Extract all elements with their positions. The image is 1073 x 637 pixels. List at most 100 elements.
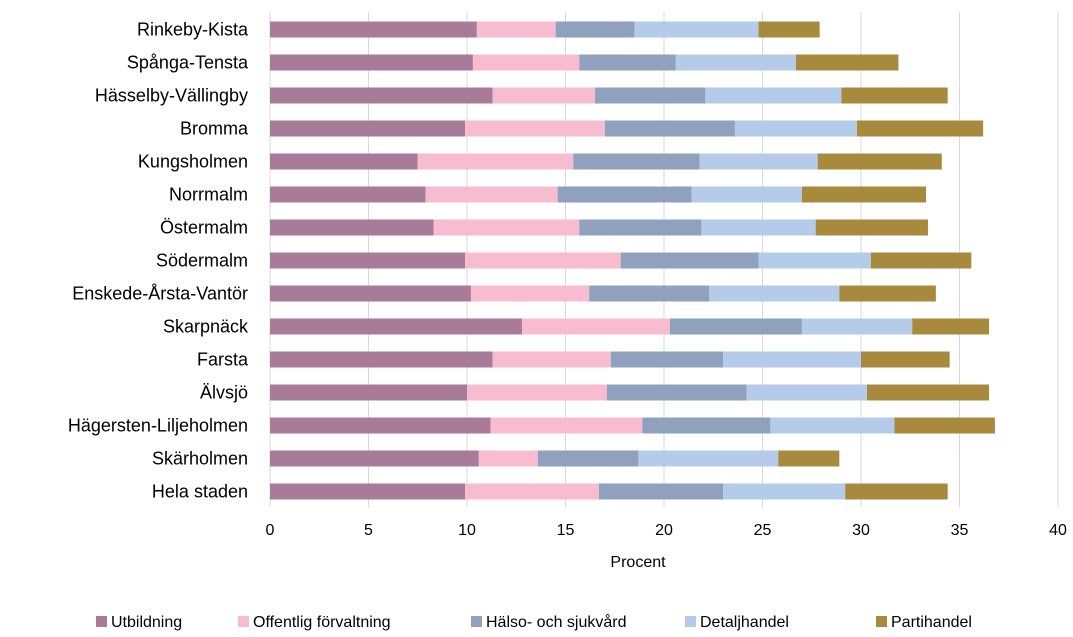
bar-segment-offentlig-förvaltning (425, 186, 558, 203)
bar-segment-offentlig-förvaltning (470, 285, 590, 302)
legend-label: Detaljhandel (700, 614, 789, 631)
bar-segment-detaljhandel (723, 351, 861, 368)
x-tick-label: 40 (1049, 522, 1067, 539)
bar-segment-partihandel (857, 120, 984, 137)
category-label: Norrmalm (169, 185, 248, 205)
bar-segment-utbildning (270, 384, 467, 401)
legend-label: Hälso- och sjukvård (486, 613, 627, 631)
category-label: Skarpnäck (163, 317, 249, 337)
x-tick-label: 0 (266, 522, 275, 539)
category-label: Kungsholmen (138, 152, 248, 172)
bar-segment-hälso-och-sjukvård (606, 384, 747, 401)
bar-segment-hälso-och-sjukvård (579, 219, 702, 236)
category-labels: Rinkeby-Kista Spånga-Tensta Hässelby-Välli… (68, 20, 249, 502)
bar-segment-offentlig-förvaltning (472, 54, 580, 71)
category-label: Älvsjö (200, 383, 248, 403)
x-tick-label: 10 (458, 522, 476, 539)
bar-segment-partihandel (861, 351, 950, 368)
bar-segment-hälso-och-sjukvård (598, 483, 724, 500)
bar-segment-offentlig-förvaltning (467, 384, 607, 401)
bar-segment-partihandel (839, 285, 936, 302)
bar-segment-offentlig-förvaltning (465, 483, 599, 500)
bar-segment-utbildning (270, 318, 523, 335)
x-tick-label: 35 (951, 522, 969, 539)
bar-segment-offentlig-förvaltning (476, 21, 556, 38)
bar-segment-offentlig-förvaltning (433, 219, 580, 236)
bar-segment-offentlig-förvaltning (417, 153, 574, 170)
legend-swatch (238, 616, 249, 627)
legend-swatch (685, 616, 696, 627)
bar-segment-offentlig-förvaltning (465, 120, 605, 137)
x-tick-label: 15 (557, 522, 575, 539)
bar-segment-partihandel (894, 417, 995, 434)
legend-swatch (876, 616, 887, 627)
bar-segment-detaljhandel (709, 285, 840, 302)
bar-segment-partihandel (801, 186, 927, 203)
category-label: Bromma (180, 119, 249, 139)
category-label: Farsta (197, 350, 249, 370)
bar-segment-partihandel (841, 87, 948, 104)
bar-segment-offentlig-förvaltning (465, 252, 621, 269)
x-tick-labels: 0 5 10 15 20 25 30 35 40 (266, 522, 1067, 539)
bar-segment-hälso-och-sjukvård (642, 417, 771, 434)
bar-segment-detaljhandel (746, 384, 867, 401)
bar-segment-hälso-och-sjukvård (557, 186, 692, 203)
legend-swatch (471, 616, 482, 627)
category-label: Rinkeby-Kista (137, 20, 249, 40)
bar-segment-utbildning (270, 87, 493, 104)
bar-segment-detaljhandel (701, 219, 816, 236)
bar-segment-hälso-och-sjukvård (595, 87, 706, 104)
bar-segment-detaljhandel (801, 318, 913, 335)
x-tick-label: 20 (655, 522, 673, 539)
legend: Utbildning Offentlig förvaltning Hälso- oc… (96, 613, 972, 631)
bar-segment-offentlig-förvaltning (522, 318, 670, 335)
category-label: Östermalm (160, 218, 248, 238)
x-axis-title: Procent (610, 554, 666, 571)
legend-label: Utbildning (111, 614, 182, 631)
bar-segment-utbildning (270, 219, 434, 236)
bar-segment-hälso-och-sjukvård (537, 450, 639, 467)
category-label: Spånga-Tensta (127, 53, 249, 73)
bar-segment-utbildning (270, 450, 479, 467)
bar-segment-utbildning (270, 483, 466, 500)
bar-segment-partihandel (815, 219, 928, 236)
category-label: Skärholmen (152, 449, 248, 469)
bar-segment-utbildning (270, 120, 466, 137)
bar-segment-offentlig-förvaltning (490, 417, 643, 434)
x-tick-label: 5 (364, 522, 373, 539)
bar-segment-detaljhandel (705, 87, 842, 104)
bar-segment-offentlig-förvaltning (492, 351, 611, 368)
bar-segment-partihandel (778, 450, 840, 467)
category-label: Södermalm (156, 251, 248, 271)
bar-segment-hälso-och-sjukvård (610, 351, 724, 368)
bar-segment-partihandel (758, 21, 820, 38)
bar-segment-detaljhandel (723, 483, 846, 500)
bar-segment-utbildning (270, 285, 471, 302)
bar-segment-hälso-och-sjukvård (555, 21, 635, 38)
bar-segment-detaljhandel (675, 54, 796, 71)
bar-segment-utbildning (270, 417, 491, 434)
bars (270, 21, 995, 500)
bar-segment-hälso-och-sjukvård (620, 252, 759, 269)
bar-segment-partihandel (870, 252, 972, 269)
bar-segment-offentlig-förvaltning (478, 450, 538, 467)
bar-segment-utbildning (270, 186, 426, 203)
bar-segment-utbildning (270, 351, 493, 368)
bar-segment-partihandel (817, 153, 942, 170)
bar-segment-partihandel (845, 483, 948, 500)
legend-swatch (96, 616, 107, 627)
bar-segment-offentlig-förvaltning (492, 87, 596, 104)
x-tick-label: 30 (852, 522, 870, 539)
bar-segment-detaljhandel (691, 186, 802, 203)
category-label: Hela staden (152, 482, 248, 502)
legend-label: Offentlig förvaltning (253, 614, 391, 631)
category-label: Hässelby-Vällingby (95, 86, 248, 106)
bar-segment-hälso-och-sjukvård (669, 318, 802, 335)
category-label: Enskede-Årsta-Vantör (72, 284, 248, 304)
bar-segment-detaljhandel (758, 252, 871, 269)
bar-segment-detaljhandel (699, 153, 818, 170)
bar-segment-detaljhandel (770, 417, 895, 434)
bar-segment-utbildning (270, 153, 418, 170)
